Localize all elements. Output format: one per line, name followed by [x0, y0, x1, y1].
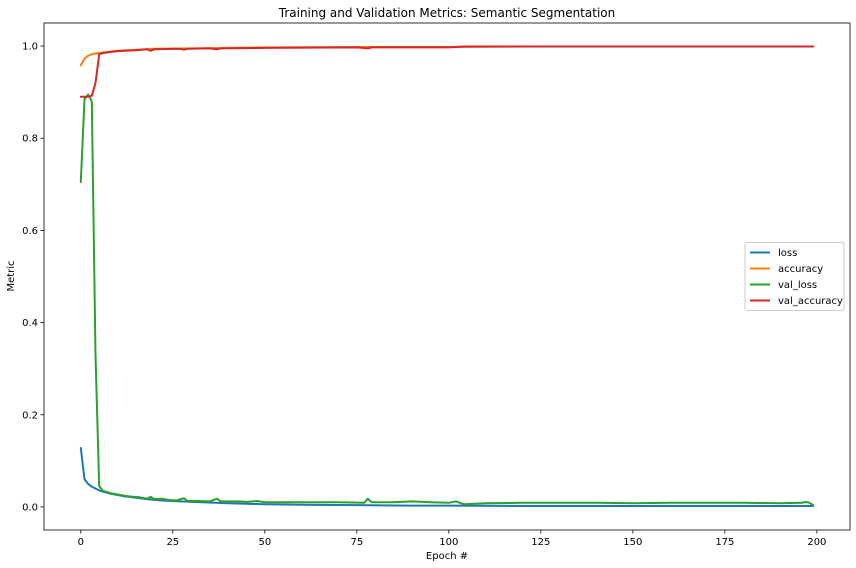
y-tick-label: 0.6 [22, 226, 38, 237]
x-tick-label: 100 [439, 537, 458, 548]
series-line-loss [79, 447, 815, 507]
x-tick-label: 50 [258, 537, 271, 548]
x-tick-label: 125 [531, 537, 550, 548]
plot-frame [43, 22, 851, 531]
series-line-val-loss [79, 93, 815, 507]
x-tick-label: 150 [623, 537, 642, 548]
legend-label: val_accuracy [778, 296, 843, 307]
series-line-val-accuracy [79, 45, 815, 98]
y-tick-label: 0.8 [22, 134, 38, 145]
x-axis-title: Epoch # [426, 551, 468, 562]
x-axis-ticks: 0 25 50 75 100 125 150 175 200 [78, 530, 826, 548]
legend-label: loss [778, 248, 797, 259]
y-tick-label: 0.4 [22, 318, 38, 329]
x-tick-label: 25 [166, 537, 179, 548]
y-tick-label: 1.0 [22, 42, 38, 53]
y-tick-label: 0.0 [22, 502, 38, 513]
y-tick-label: 0.2 [22, 410, 38, 421]
series-lines [79, 45, 815, 507]
x-tick-label: 200 [807, 537, 826, 548]
y-axis-ticks: 0.0 0.2 0.4 0.6 0.8 1.0 [22, 42, 44, 513]
x-tick-label: 0 [78, 537, 84, 548]
y-axis-title: Metric [6, 260, 17, 291]
legend-label: accuracy [778, 264, 823, 275]
chart-title: Training and Validation Metrics: Semanti… [278, 6, 615, 20]
x-tick-label: 75 [350, 537, 363, 548]
legend: loss accuracy val_loss val_accuracy [744, 242, 845, 311]
legend-label: val_loss [778, 280, 817, 291]
legend-box [744, 242, 845, 311]
x-tick-label: 175 [715, 537, 734, 548]
